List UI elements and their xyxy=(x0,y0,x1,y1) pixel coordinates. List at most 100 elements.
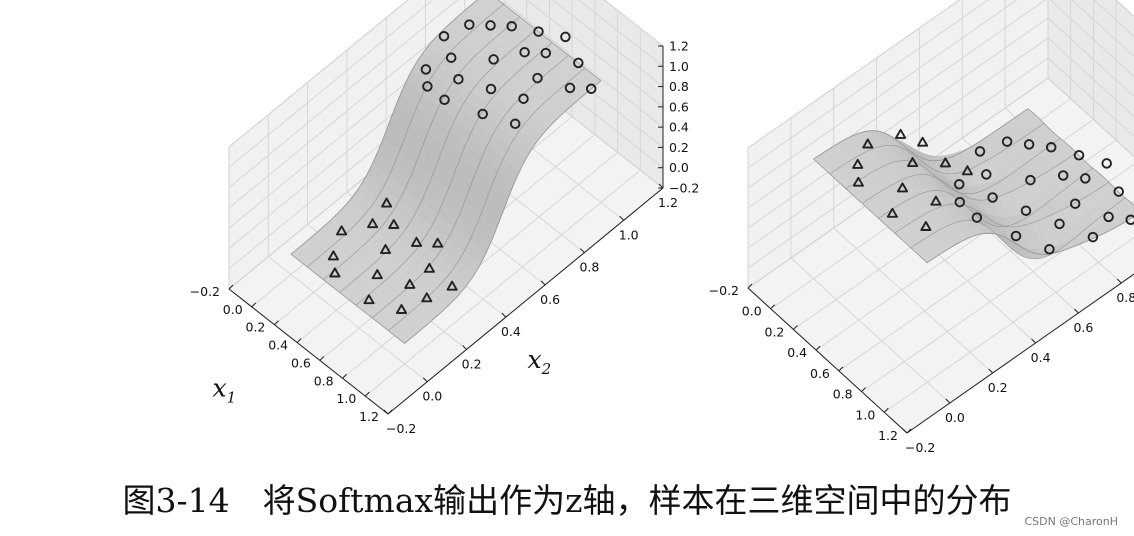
circle-sample-point xyxy=(585,83,597,95)
circle-sample-point xyxy=(422,81,433,92)
circle-sample-point xyxy=(488,54,499,65)
circle-sample-point xyxy=(954,196,966,208)
x-tick-label: 0.2 xyxy=(765,324,785,339)
y-axis-tick xyxy=(658,183,664,189)
grid-line xyxy=(603,0,664,47)
x-axis-tick xyxy=(296,338,302,343)
surface-outline xyxy=(813,108,1134,264)
triangle-sample-point xyxy=(852,176,864,187)
y-axis-tick xyxy=(988,368,994,374)
grid-line xyxy=(552,0,664,87)
grid-line xyxy=(228,0,409,148)
circle-sample-point xyxy=(1103,211,1114,223)
circle-sample-point xyxy=(464,19,475,30)
surface-wire xyxy=(845,138,1061,195)
triangle-sample-point xyxy=(896,182,909,193)
circle-samples xyxy=(420,19,597,130)
y-tick-label: 0.8 xyxy=(579,260,599,275)
triangle-sample-point xyxy=(421,292,433,303)
circle-sample-point xyxy=(420,64,432,75)
x-axis-tick xyxy=(815,345,821,351)
y-axis-line xyxy=(906,273,1134,434)
triangle-sample-point xyxy=(336,225,348,236)
circle-sample-point xyxy=(453,73,464,85)
triangle-sample-point xyxy=(432,237,444,248)
x-tick-label: 1.0 xyxy=(855,407,875,422)
grid-line xyxy=(228,0,458,188)
x-tick-label: 0.6 xyxy=(810,366,830,381)
grid-line xyxy=(1047,17,1134,98)
circle-sample-point xyxy=(1080,173,1091,184)
surface-wire xyxy=(371,55,569,319)
circle-sample-point xyxy=(519,46,530,58)
grid-line xyxy=(228,0,434,168)
x-axis-tick xyxy=(319,356,325,361)
grid-line xyxy=(884,236,1134,413)
left-3d-plot: −0.20.00.20.40.60.81.01.2−0.20.00.20.40.… xyxy=(190,0,699,436)
x-axis-tick xyxy=(861,387,866,392)
circle-sample-point xyxy=(1101,158,1112,169)
z-tick-label: 0.2 xyxy=(669,140,689,155)
circle-sample-point xyxy=(981,169,992,180)
circle-sample-point xyxy=(564,82,576,94)
circle-sample-point xyxy=(1113,186,1124,197)
circle-sample-point xyxy=(439,94,450,106)
circle-sample-point xyxy=(1010,230,1022,242)
y-tick-label: −0.2 xyxy=(386,421,416,436)
x-tick-label: 0.0 xyxy=(223,302,243,317)
triangle-sample-point xyxy=(920,221,932,231)
x2-axis-label: x2 xyxy=(528,345,552,378)
y-axis-tick xyxy=(580,248,585,253)
y-axis-tick xyxy=(501,312,507,318)
x-tick-label: 0.8 xyxy=(833,387,853,402)
circle-sample-point xyxy=(1045,142,1057,153)
z-tick-label: 0.4 xyxy=(669,120,689,135)
surface-wire xyxy=(910,197,1126,260)
grid-line xyxy=(747,0,961,149)
x-axis-tick xyxy=(364,391,370,397)
circle-sample-point xyxy=(533,26,544,37)
triangle-sample-point xyxy=(939,157,951,168)
y-tick-label: −0.2 xyxy=(905,440,935,455)
grid-line xyxy=(1049,0,1134,78)
grid-line xyxy=(1071,0,1134,58)
y-tick-label: 0.6 xyxy=(1073,320,1093,335)
y-tick-label: 0.0 xyxy=(422,389,442,404)
circle-sample-point xyxy=(971,212,983,223)
x-axis-tick xyxy=(793,325,798,330)
x-tick-label: 1.2 xyxy=(359,409,379,424)
triangle-samples xyxy=(852,128,973,231)
y-tick-label: 0.4 xyxy=(1031,350,1051,365)
triangle-sample-point xyxy=(852,158,864,169)
x-axis-tick xyxy=(838,366,844,372)
y-tick-label: 0.2 xyxy=(988,380,1008,395)
circle-sample-point xyxy=(1057,170,1069,181)
triangle-sample-point xyxy=(446,280,458,291)
circle-sample-point xyxy=(1025,174,1036,186)
circle-sample-point xyxy=(506,21,517,32)
circle-sample-point xyxy=(953,179,965,190)
y-axis-tick xyxy=(422,377,428,383)
circle-sample-point xyxy=(1023,139,1035,150)
x-tick-label: 1.2 xyxy=(878,428,898,443)
triangle-sample-point xyxy=(404,278,416,289)
grid-line xyxy=(1047,57,1134,138)
x-axis-line xyxy=(747,287,908,434)
softmax-surface xyxy=(813,108,1134,264)
circle-sample-point xyxy=(540,47,552,59)
axes: −0.20.00.20.40.60.81.01.2−0.20.00.20.40.… xyxy=(709,273,1134,455)
x-axis-tick xyxy=(883,407,889,413)
surface-wire xyxy=(829,123,1045,175)
triangle-sample-point xyxy=(862,138,874,149)
x-axis-tick xyxy=(770,304,776,310)
x1-axis-label: x1 xyxy=(213,374,237,407)
grid-line xyxy=(747,0,989,169)
triangle-sample-point xyxy=(423,262,435,273)
z-tick-label: −0.2 xyxy=(669,181,699,196)
grid-line xyxy=(1093,0,1134,38)
surface-wire xyxy=(355,42,553,306)
x-tick-label: 0.4 xyxy=(268,338,288,353)
circle-sample-point xyxy=(1054,218,1065,230)
triangle-sample-point xyxy=(917,136,929,147)
x-tick-label: 0.6 xyxy=(291,355,311,370)
